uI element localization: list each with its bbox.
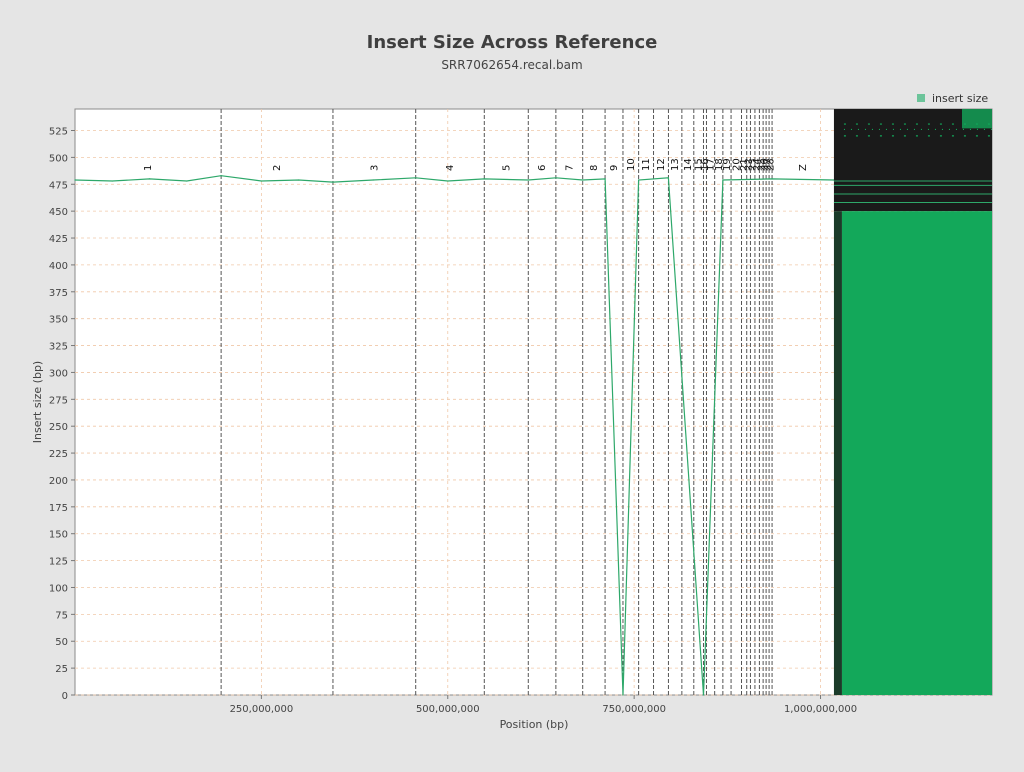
series-point [220, 175, 222, 177]
chromosome-label: 8 [589, 165, 600, 171]
chromosome-label: 16 [700, 158, 711, 171]
chromosome-label: 3 [369, 165, 380, 171]
y-tick-label: 525 [49, 127, 68, 138]
series-insert-size [74, 109, 992, 696]
chromosome-label: 17 [706, 158, 717, 171]
series-point [447, 180, 449, 182]
series-point [555, 177, 557, 179]
y-tick-label: 300 [49, 368, 68, 379]
series-point [722, 179, 724, 181]
y-tick-label: 275 [49, 395, 68, 406]
legend-label: insert size [932, 92, 988, 105]
y-tick-label: 75 [55, 610, 68, 621]
chromosome-label: 6 [537, 165, 548, 171]
y-tick-label: 25 [55, 664, 68, 675]
x-axis-label: Position (bp) [500, 718, 569, 731]
series-point [638, 179, 640, 181]
series-point [622, 694, 624, 696]
chart-subtitle: SRR7062654.recal.bam [441, 58, 582, 72]
chromosome-label: 11 [641, 158, 652, 171]
y-tick-label: 0 [62, 691, 68, 702]
series-point [415, 177, 417, 179]
y-tick-label: 175 [49, 503, 68, 514]
chromosome-label: 14 [683, 158, 694, 171]
chromosome-label: 12 [656, 158, 667, 171]
legend-swatch [917, 94, 925, 102]
chart-title: Insert Size Across Reference [367, 32, 658, 53]
chromosome-label: 1 [143, 165, 154, 171]
chromosome-label: 5 [501, 165, 512, 171]
x-tick-label: 750,000,000 [602, 704, 666, 715]
series-point [148, 178, 151, 180]
y-tick-label: 125 [49, 557, 68, 568]
y-tick-label: 150 [49, 530, 68, 541]
y-axis-ticks: 0 25 50 75 100 125 150 175 200 225 250 275 300 325 350… [49, 127, 75, 702]
y-tick-label: 50 [55, 637, 68, 648]
x-axis-ticks: 250,000,000 500,000,000 750,000,000 1,000,0… [230, 695, 857, 715]
x-tick-label: 500,000,000 [416, 704, 480, 715]
series-point [111, 180, 113, 182]
series-point [604, 178, 606, 180]
chromosome-label: 27 [763, 158, 774, 171]
y-tick-label: 325 [49, 342, 68, 353]
chromosome-label: 23 [748, 158, 759, 171]
unplaced-dense-boundaries [833, 211, 842, 695]
series-point [527, 179, 529, 181]
chromosome-label: 21 [739, 158, 750, 171]
y-axis-label: Insert size (bp) [31, 361, 44, 443]
y-tick-label: 475 [49, 180, 68, 191]
series-point [667, 177, 670, 179]
y-tick-label: 400 [49, 261, 68, 272]
y-tick-label: 375 [49, 288, 68, 299]
series-point [483, 178, 485, 180]
y-tick-label: 250 [49, 422, 68, 433]
legend: insert size [917, 92, 988, 105]
chromosome-label: 22 [744, 158, 755, 171]
chromosome-label: 2 [272, 165, 283, 171]
series-point [771, 178, 773, 180]
y-tick-label: 450 [49, 207, 68, 218]
chromosome-label: 18 [714, 158, 725, 171]
chromosome-label: Z [798, 164, 809, 171]
chromosome-label: 28 [766, 158, 777, 171]
chromosome-label: 10 [626, 158, 637, 171]
series-point [372, 179, 374, 181]
series-point [298, 179, 300, 181]
series-point [186, 180, 188, 182]
series-point [582, 179, 584, 181]
x-tick-label: 250,000,000 [230, 704, 294, 715]
y-tick-label: 225 [49, 449, 68, 460]
chromosome-label: 20 [731, 158, 742, 171]
y-tick-label: 350 [49, 315, 68, 326]
series-point [702, 694, 705, 696]
series-point [260, 180, 262, 182]
x-tick-label: 1,000,000,000 [784, 704, 857, 715]
y-tick-label: 100 [49, 583, 68, 594]
series-point [74, 179, 76, 181]
y-tick-label: 500 [49, 153, 68, 164]
y-tick-label: 200 [49, 476, 68, 487]
chromosome-label: 4 [445, 165, 456, 171]
chromosome-label: 24 [752, 158, 763, 171]
chromosome-label: 19 [722, 158, 733, 171]
chromosome-boundaries: 1 2 3 4 5 6 7 8 9 10 11 12 13 14 151617181920212223242… [143, 109, 809, 695]
chromosome-label: 9 [609, 165, 620, 171]
chromosome-label: 13 [670, 158, 681, 171]
y-tick-label: 425 [49, 234, 68, 245]
unplaced-insert-size-fill [841, 211, 992, 695]
series-point [332, 181, 334, 183]
unplaced-peak-bars [962, 109, 992, 129]
chromosome-label: 15 [694, 158, 705, 171]
chromosome-label: 26 [760, 158, 771, 171]
chromosome-label: 7 [564, 165, 575, 171]
chromosome-label: 25 [756, 158, 767, 171]
